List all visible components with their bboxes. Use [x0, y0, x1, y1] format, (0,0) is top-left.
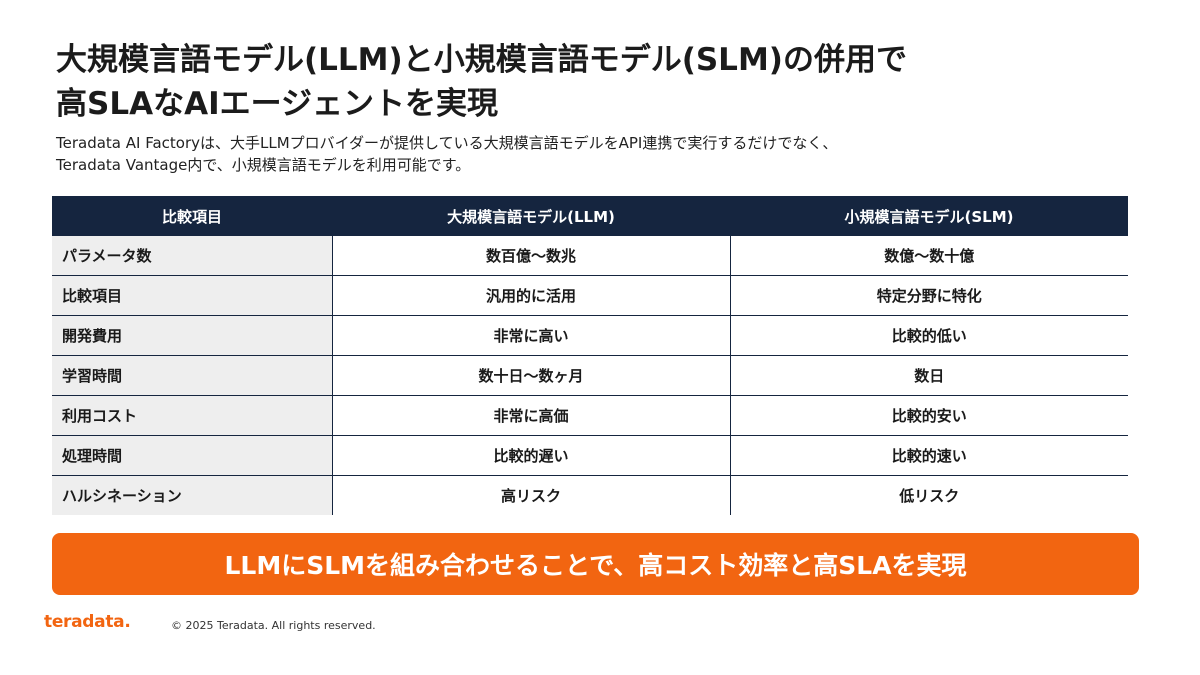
row-label: 比較項目 [52, 275, 332, 316]
table-row: 利用コスト 非常に高価 比較的安い [52, 395, 1128, 436]
page-title: 大規模言語モデル(LLM)と小規模言語モデル(SLM)の併用で 高SLAなAIエ… [56, 38, 1156, 126]
summary-banner: LLMにSLMを組み合わせることで、高コスト効率と高SLAを実現 [52, 533, 1139, 595]
llm-value: 非常に高価 [331, 395, 731, 436]
comparison-table: 比較項目 大規模言語モデル(LLM) 小規模言語モデル(SLM) パラメータ数 … [52, 196, 1128, 515]
row-label: 利用コスト [52, 395, 332, 436]
copyright-notice: © 2025 Teradata. All rights reserved. [171, 619, 376, 632]
table-row: 開発費用 非常に高い 比較的低い [52, 315, 1128, 356]
slm-value: 数億〜数十億 [730, 236, 1128, 276]
row-label: パラメータ数 [52, 236, 332, 276]
row-label: 開発費用 [52, 315, 332, 356]
header-cell-item: 比較項目 [52, 196, 332, 236]
slm-value: 低リスク [730, 475, 1128, 515]
table-header-row: 比較項目 大規模言語モデル(LLM) 小規模言語モデル(SLM) [52, 196, 1128, 236]
page-title-line-2: 高SLAなAIエージェントを実現 [56, 86, 498, 122]
table-row: ハルシネーション 高リスク 低リスク [52, 475, 1128, 515]
page-subtitle-line-2: Teradata Vantage内で、小規模言語モデルを利用可能です。 [56, 156, 471, 174]
header-cell-llm: 大規模言語モデル(LLM) [332, 196, 730, 236]
slm-value: 数日 [730, 355, 1128, 396]
llm-value: 汎用的に活用 [331, 275, 731, 316]
table-row: 処理時間 比較的遅い 比較的速い [52, 435, 1128, 476]
llm-value: 数十日〜数ヶ月 [331, 355, 731, 396]
table-row: 学習時間 数十日〜数ヶ月 数日 [52, 355, 1128, 396]
row-label: 処理時間 [52, 435, 332, 476]
row-label: ハルシネーション [52, 475, 332, 515]
llm-value: 数百億〜数兆 [331, 236, 731, 276]
llm-value: 高リスク [331, 475, 731, 515]
page-subtitle: Teradata AI Factoryは、大手LLMプロバイダーが提供している大… [56, 132, 1156, 176]
page-title-line-1: 大規模言語モデル(LLM)と小規模言語モデル(SLM)の併用で [56, 42, 907, 78]
slm-value: 比較的速い [730, 435, 1128, 476]
table-row: パラメータ数 数百億〜数兆 数億〜数十億 [52, 236, 1128, 276]
row-label: 学習時間 [52, 355, 332, 396]
slm-value: 特定分野に特化 [730, 275, 1128, 316]
summary-banner-text: LLMにSLMを組み合わせることで、高コスト効率と高SLAを実現 [224, 551, 967, 580]
llm-value: 非常に高い [331, 315, 731, 356]
slm-value: 比較的安い [730, 395, 1128, 436]
table-row: 比較項目 汎用的に活用 特定分野に特化 [52, 275, 1128, 316]
llm-value: 比較的遅い [331, 435, 731, 476]
slm-value: 比較的低い [730, 315, 1128, 356]
page-subtitle-line-1: Teradata AI Factoryは、大手LLMプロバイダーが提供している大… [56, 134, 838, 152]
header-cell-slm: 小規模言語モデル(SLM) [730, 196, 1128, 236]
teradata-logo: teradata. [44, 612, 131, 632]
